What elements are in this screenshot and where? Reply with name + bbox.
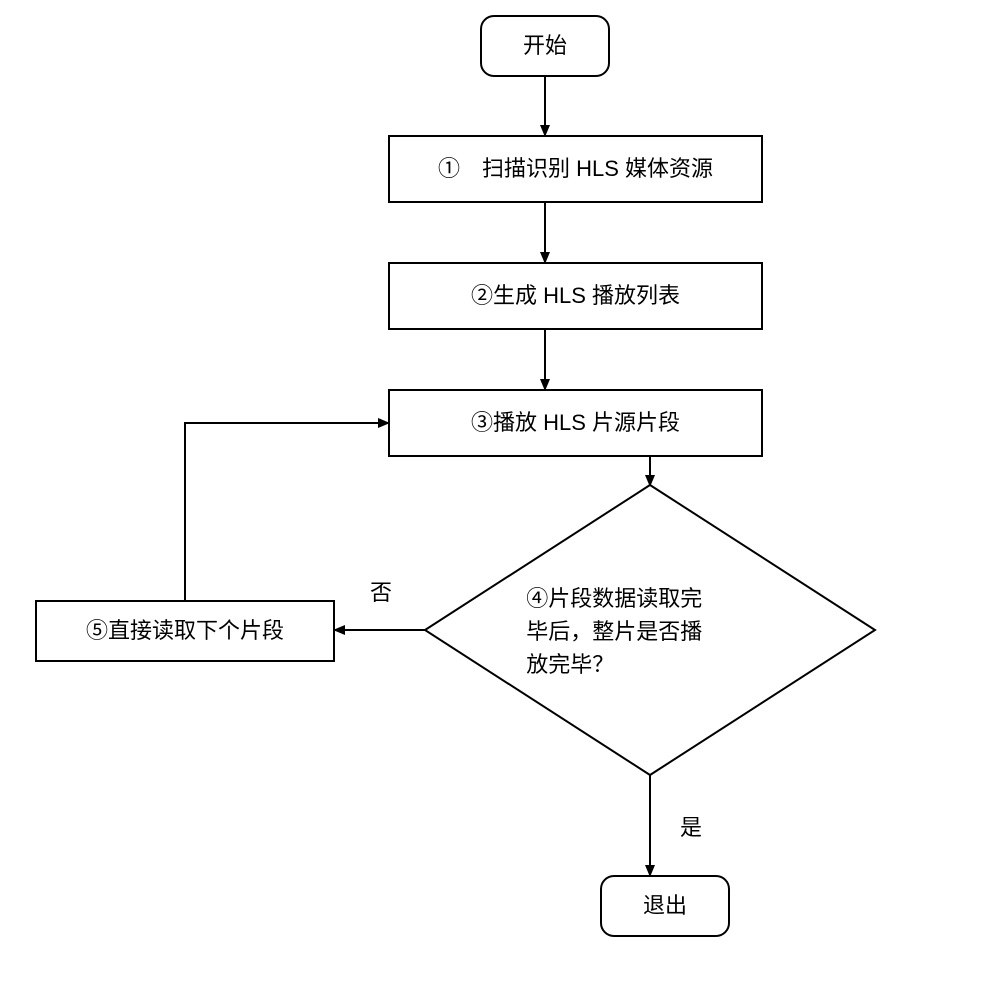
edge bbox=[185, 423, 388, 600]
node-label: 退出 bbox=[643, 891, 687, 922]
node-end: 退出 bbox=[600, 875, 730, 937]
node-start: 开始 bbox=[480, 15, 610, 77]
node-step3: ③播放 HLS 片源片段 bbox=[388, 389, 763, 457]
node-step5: ⑤直接读取下个片段 bbox=[35, 600, 335, 662]
node-label: ④片段数据读取完毕后，整片是否播放完毕？ bbox=[526, 582, 819, 681]
node-label: ②生成 HLS 播放列表 bbox=[471, 281, 680, 312]
edge-label: 是 bbox=[680, 810, 702, 842]
node-step2: ②生成 HLS 播放列表 bbox=[388, 262, 763, 330]
node-step1: ① 扫描识别 HLS 媒体资源 bbox=[388, 135, 763, 203]
node-label: ① 扫描识别 HLS 媒体资源 bbox=[438, 154, 713, 185]
node-label: ⑤直接读取下个片段 bbox=[86, 616, 284, 647]
node-label: 开始 bbox=[523, 31, 567, 62]
node-label: ③播放 HLS 片源片段 bbox=[471, 408, 680, 439]
edge-label: 否 bbox=[370, 575, 392, 607]
